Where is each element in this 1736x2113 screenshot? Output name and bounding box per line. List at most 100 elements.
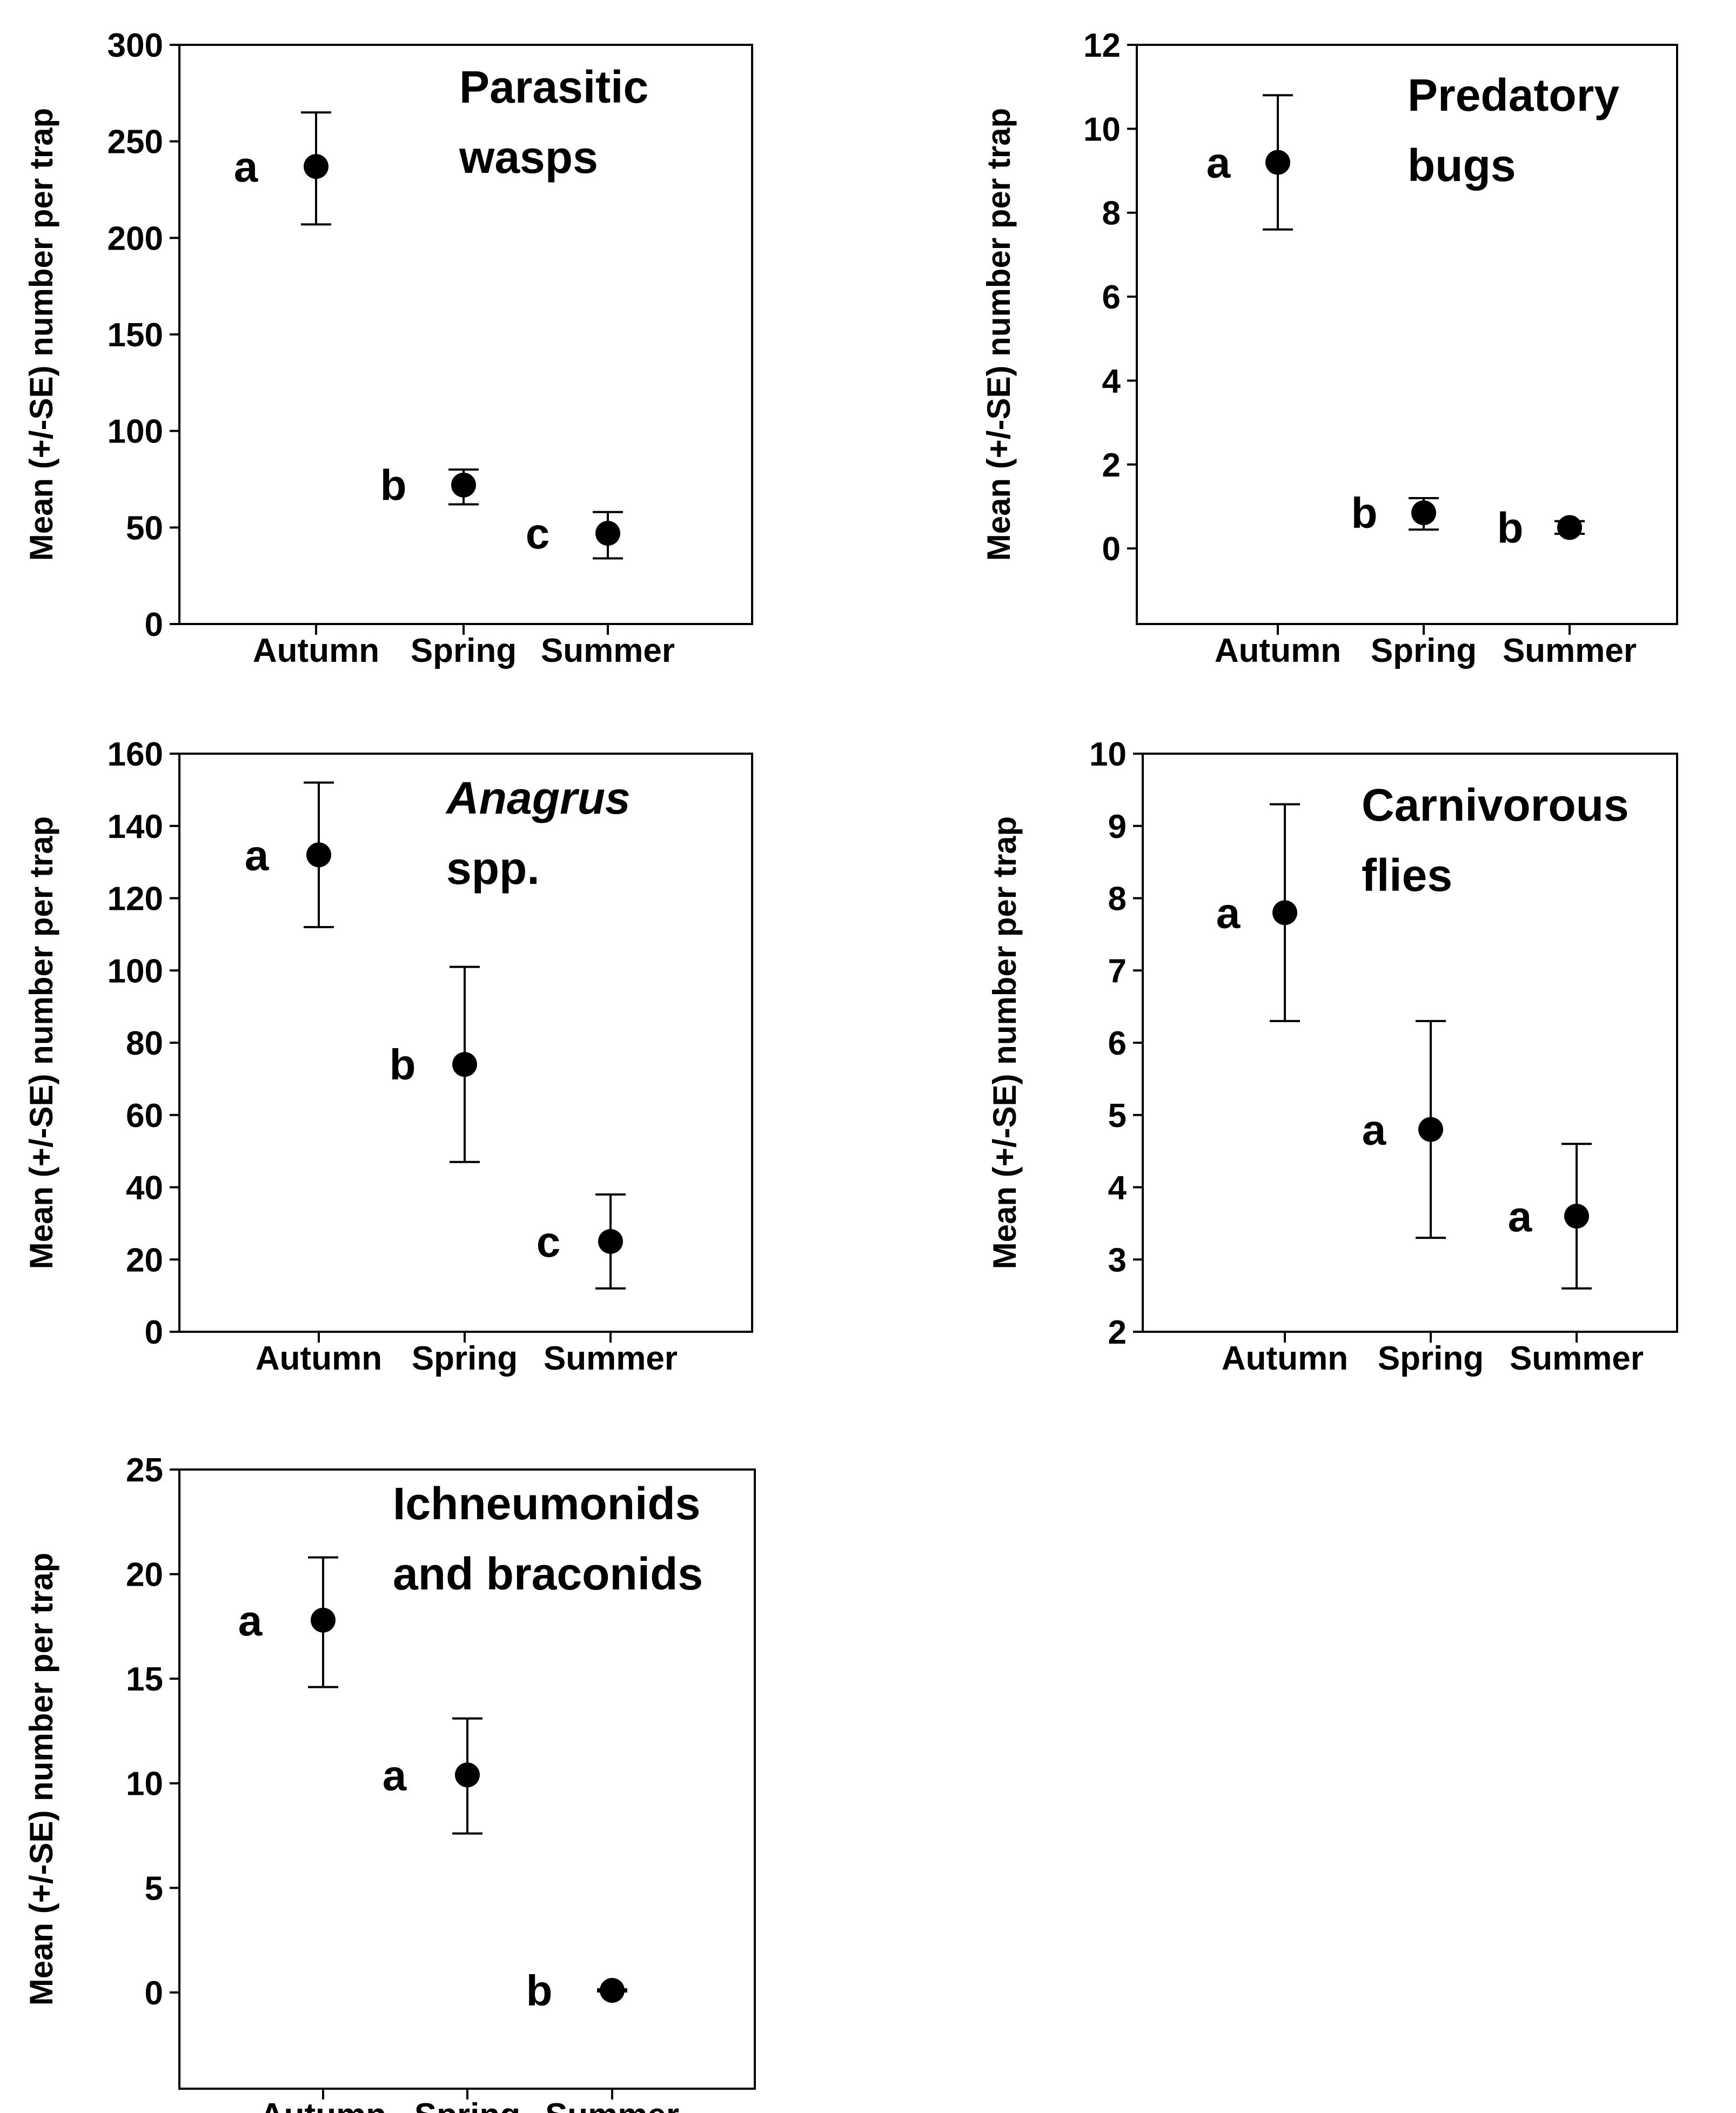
y-tick-label: 160 — [108, 736, 163, 773]
significance-letter: b — [1351, 489, 1378, 537]
y-tick-label: 20 — [126, 1557, 163, 1594]
x-tick-label-spring: Spring — [412, 1340, 518, 1377]
plot-frame — [1142, 753, 1678, 1333]
chart-title-line-2: flies — [1362, 850, 1452, 901]
significance-letter: b — [1497, 504, 1524, 552]
chart-title-line-1: Ichneumonids — [393, 1478, 700, 1529]
y-tick-label: 3 — [1108, 1242, 1127, 1279]
y-tick-label: 2 — [1108, 1314, 1127, 1351]
y-tick-label: 2 — [1102, 447, 1121, 484]
y-tick-label: 200 — [108, 220, 163, 257]
significance-letter: a — [1362, 1106, 1386, 1154]
data-point-autumn — [311, 1607, 336, 1633]
chart-panel-4: 2 3 4 5 6 7 8 9 10 Autumn Spring Summer Mean (+/-SE)… — [987, 736, 1678, 1377]
y-axis-label: Mean (+/-SE) number per trap — [981, 108, 1017, 561]
x-tick-label-spring: Spring — [1371, 632, 1477, 669]
y-tick-label: 10 — [126, 1766, 163, 1803]
x-tick-label-autumn: Autumn — [253, 632, 379, 669]
y-tick-label: 10 — [1083, 111, 1121, 148]
y-tick-label: 6 — [1108, 1025, 1127, 1062]
data-point-autumn — [304, 154, 329, 179]
x-tick-label-autumn: Autumn — [1215, 632, 1341, 669]
y-tick-label: 0 — [145, 1314, 163, 1351]
x-tick-label-spring: Spring — [411, 632, 517, 669]
y-tick-label: 60 — [126, 1097, 163, 1135]
x-tick-label-summer: Summer — [1503, 632, 1637, 669]
x-tick-label-summer: Summer — [545, 2097, 679, 2113]
y-tick-label: 8 — [1102, 195, 1121, 232]
y-tick-label: 140 — [108, 808, 163, 846]
chart-title-line-2: spp. — [446, 843, 540, 894]
y-tick-label: 300 — [108, 27, 163, 64]
y-tick-label: 100 — [108, 952, 163, 990]
y-tick-label: 7 — [1108, 952, 1127, 990]
significance-letter: b — [390, 1041, 416, 1089]
y-axis-label: Mean (+/-SE) number per trap — [23, 816, 59, 1269]
y-tick-label: 6 — [1102, 279, 1121, 316]
y-tick-label: 20 — [126, 1242, 163, 1279]
y-axis-label: Mean (+/-SE) number per trap — [987, 816, 1023, 1269]
x-tick-label-summer: Summer — [1510, 1340, 1644, 1377]
significance-letter: a — [234, 143, 258, 191]
y-tick-label: 0 — [145, 606, 163, 643]
chart-title-line-2: and braconids — [393, 1548, 703, 1599]
y-tick-label: 10 — [1089, 736, 1127, 773]
data-point-summer — [1557, 515, 1582, 540]
x-tick-label-spring: Spring — [1378, 1340, 1484, 1377]
y-tick-label: 12 — [1083, 27, 1121, 64]
y-tick-label: 250 — [108, 124, 163, 161]
data-point-autumn — [306, 842, 331, 868]
chart-panel-2: 0 2 4 6 8 10 12 Autumn Spring Summer Mean (+/-SE) … — [981, 27, 1678, 669]
significance-letter: a — [245, 831, 269, 879]
significance-letter: a — [383, 1751, 407, 1799]
data-point-summer — [598, 1229, 623, 1254]
y-tick-label: 40 — [126, 1170, 163, 1207]
x-tick-label-autumn: Autumn — [256, 1340, 382, 1377]
y-tick-label: 100 — [108, 413, 163, 451]
chart-title-line-1: Carnivorous — [1362, 780, 1629, 830]
chart-panel-3: 0 20 40 60 80 100 120 140 160 Autumn Spring Summer M… — [23, 736, 753, 1377]
y-axis-label: Mean (+/-SE) number per trap — [23, 108, 59, 561]
y-tick-label: 80 — [126, 1025, 163, 1062]
y-tick-label: 150 — [108, 317, 163, 354]
y-tick-label: 9 — [1108, 808, 1127, 846]
y-tick-label: 50 — [126, 509, 163, 547]
y-tick-label: 0 — [1102, 531, 1121, 568]
significance-letter: b — [526, 1967, 553, 2015]
y-tick-label: 120 — [108, 881, 163, 918]
y-tick-label: 8 — [1108, 881, 1127, 918]
x-tick-label-spring: Spring — [414, 2097, 520, 2113]
data-point-spring — [455, 1762, 480, 1788]
chart-title-line-2: wasps — [459, 132, 598, 183]
y-tick-label: 0 — [145, 1975, 163, 2012]
significance-letter: c — [537, 1218, 561, 1266]
significance-letter: a — [1207, 139, 1231, 187]
data-point-summer — [1564, 1204, 1589, 1229]
y-tick-label: 4 — [1102, 363, 1121, 400]
significance-letter: b — [380, 461, 407, 509]
chart-title-line-1: Predatory — [1407, 70, 1619, 120]
significance-letter: a — [1508, 1192, 1532, 1240]
data-point-summer — [595, 521, 620, 546]
data-point-spring — [1411, 500, 1436, 526]
data-point-spring — [452, 1052, 477, 1077]
y-tick-label: 15 — [126, 1661, 163, 1698]
y-axis-label: Mean (+/-SE) number per trap — [23, 1553, 59, 2005]
y-tick-label: 4 — [1108, 1170, 1127, 1207]
x-tick-label-autumn: Autumn — [1222, 1340, 1348, 1377]
chart-panel-5: 0 5 10 15 20 25 Autumn Spring Summer Mean (+/-SE)… — [23, 1452, 756, 2113]
significance-letter: a — [1216, 889, 1241, 937]
plot-frame — [1136, 44, 1678, 625]
data-point-autumn — [1272, 900, 1297, 925]
y-tick-label: 5 — [145, 1870, 163, 1907]
y-tick-label: 5 — [1108, 1097, 1127, 1135]
y-tick-label: 25 — [126, 1452, 163, 1489]
x-tick-label-summer: Summer — [544, 1340, 678, 1377]
significance-letter: a — [238, 1597, 263, 1645]
x-tick-label-summer: Summer — [541, 632, 675, 669]
x-tick-label-autumn: Autumn — [260, 2097, 386, 2113]
chart-title-line-2: bugs — [1407, 140, 1516, 191]
data-point-autumn — [1265, 150, 1290, 175]
chart-title-line-1: Parasitic — [459, 62, 648, 112]
